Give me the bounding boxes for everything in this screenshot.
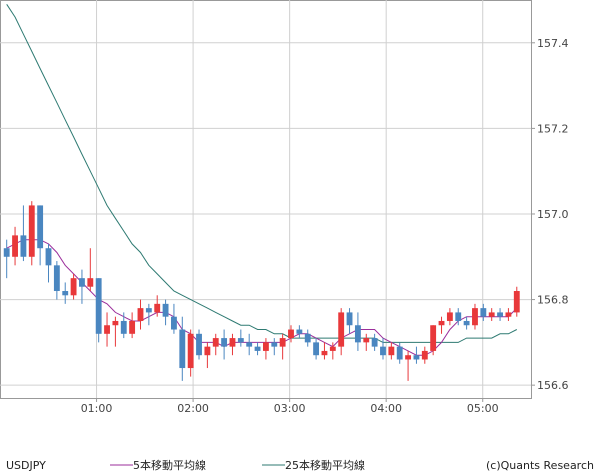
candle-body-up xyxy=(12,235,18,257)
candle-body-up xyxy=(421,350,428,360)
candle-body-up xyxy=(70,278,77,296)
candle-body-down xyxy=(95,278,102,334)
x-tick-label: 05:00 xyxy=(467,402,499,415)
candle-body-down xyxy=(162,303,169,317)
candle-body-up xyxy=(488,312,495,317)
candle-body-down xyxy=(62,291,69,296)
candle-body-down xyxy=(145,308,152,313)
legend-ma25-label: 25本移動平均線 xyxy=(285,458,365,472)
candle-body-down xyxy=(271,342,278,347)
plot-area-border xyxy=(0,0,532,399)
candle-body-up xyxy=(513,291,520,313)
ma5-series xyxy=(6,239,518,356)
candle-body-down xyxy=(254,346,261,351)
x-tick-label: 01:00 xyxy=(81,402,113,415)
candle-body-down xyxy=(37,205,44,249)
candle-body-down xyxy=(296,329,303,334)
candle-body-up xyxy=(405,355,412,360)
x-tick-label: 03:00 xyxy=(274,402,306,415)
candle-body-down xyxy=(371,338,378,347)
copyright-label: (c)Quants Research xyxy=(486,459,594,472)
candle-body-down xyxy=(480,308,487,317)
candle-body-up xyxy=(363,338,370,343)
candle-body-down xyxy=(20,235,27,257)
candle-body-down xyxy=(455,312,462,321)
candle-body-up xyxy=(505,312,512,317)
candle-body-down xyxy=(463,320,470,326)
x-tick-label: 04:00 xyxy=(370,402,402,415)
candle-body-down xyxy=(346,312,353,326)
candle-body-down xyxy=(237,338,244,343)
candle-body-up xyxy=(288,329,294,339)
y-tick-label: 157.2 xyxy=(537,122,569,135)
candle-body-up xyxy=(154,303,161,313)
candle-body-down xyxy=(171,316,177,330)
candle-body-up xyxy=(472,308,478,326)
x-axis-ticks: 01:00 02:00 03:00 04:00 05:00 xyxy=(81,398,499,415)
ma5-line xyxy=(6,239,518,356)
candle-body-down xyxy=(246,342,253,347)
candle-body-up xyxy=(446,312,453,321)
candle-body-up xyxy=(129,320,136,334)
candle-body-down xyxy=(304,333,311,343)
candle-body-down xyxy=(396,346,403,360)
candle-body-down xyxy=(53,265,60,292)
candle-body-down xyxy=(45,248,52,266)
legend-ma5-label: 5本移動平均線 xyxy=(133,458,206,472)
candle-body-down xyxy=(313,342,320,356)
candle-body-up xyxy=(137,308,144,321)
candles xyxy=(3,201,520,381)
y-axis-ticks: 156.6 156.8 157.0 157.2 157.4 xyxy=(531,37,569,392)
candle-body-down xyxy=(413,355,420,360)
candle-body-down xyxy=(120,320,127,334)
candle-body-down xyxy=(3,248,10,257)
candle-body-up xyxy=(329,346,336,351)
candle-body-down xyxy=(380,346,386,356)
x-tick-label: 02:00 xyxy=(177,402,209,415)
y-tick-label: 156.6 xyxy=(537,379,569,392)
candle-body-up xyxy=(28,205,35,257)
candle-body-up xyxy=(279,338,286,347)
candle-body-up xyxy=(104,325,110,334)
candle-body-up xyxy=(204,346,211,356)
candle-body-up xyxy=(262,342,269,351)
candle-body-up xyxy=(338,312,345,347)
y-tick-label: 157.0 xyxy=(537,208,569,221)
candle-body-up xyxy=(388,346,395,356)
candle-body-down xyxy=(354,325,361,343)
candle-body-up xyxy=(438,320,445,326)
candle-body-down xyxy=(196,333,202,356)
candle-body-up xyxy=(187,333,194,369)
y-tick-label: 157.4 xyxy=(537,37,569,50)
candle-body-down xyxy=(179,329,186,369)
candle-body-up xyxy=(87,278,94,287)
candle-body-up xyxy=(112,320,119,326)
candle-body-down xyxy=(221,338,228,347)
candle-body-up xyxy=(430,325,437,351)
y-tick-label: 156.8 xyxy=(537,294,569,307)
candle-body-down xyxy=(497,312,503,317)
candle-body-up xyxy=(229,338,236,347)
symbol-label: USDJPY xyxy=(6,459,46,472)
candle-body-up xyxy=(212,338,219,347)
candle-body-down xyxy=(79,278,85,287)
candle-body-up xyxy=(321,350,328,356)
